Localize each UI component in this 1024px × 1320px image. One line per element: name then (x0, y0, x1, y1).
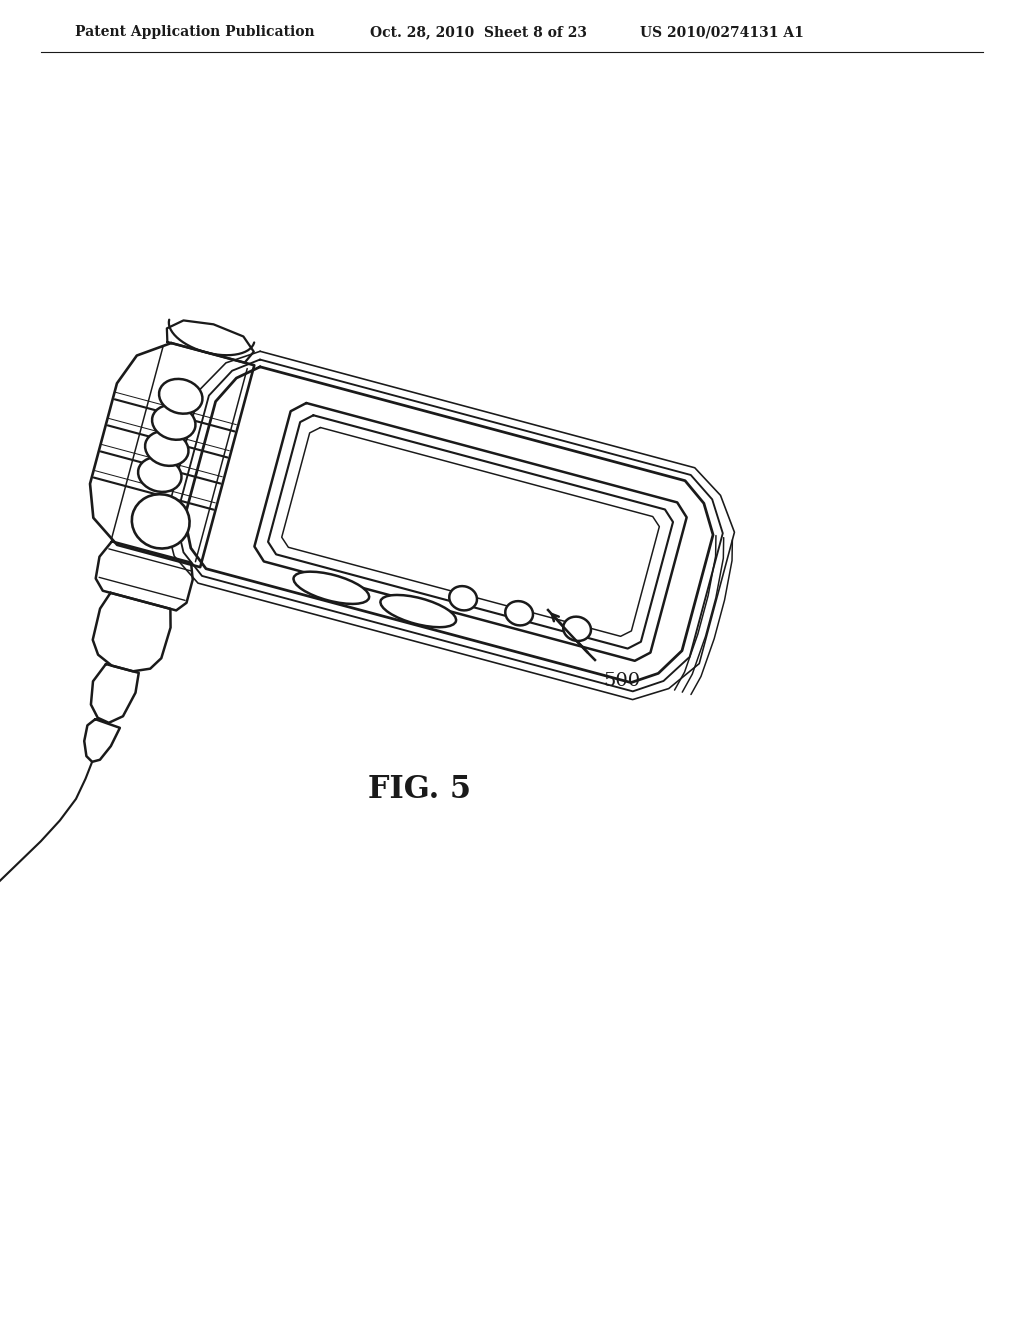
Text: FIG. 5: FIG. 5 (369, 775, 471, 805)
Polygon shape (167, 321, 254, 363)
Polygon shape (93, 593, 171, 672)
Ellipse shape (132, 494, 189, 549)
Polygon shape (91, 664, 138, 723)
Ellipse shape (138, 457, 181, 492)
Polygon shape (90, 343, 254, 568)
Polygon shape (165, 351, 734, 700)
Text: 500: 500 (603, 672, 640, 690)
Polygon shape (176, 359, 723, 692)
Polygon shape (254, 403, 687, 661)
Polygon shape (184, 367, 713, 682)
Ellipse shape (294, 572, 369, 605)
Ellipse shape (153, 405, 196, 440)
Polygon shape (268, 416, 673, 648)
Text: Oct. 28, 2010  Sheet 8 of 23: Oct. 28, 2010 Sheet 8 of 23 (370, 25, 587, 40)
Ellipse shape (381, 595, 456, 627)
Polygon shape (84, 719, 120, 762)
Text: Patent Application Publication: Patent Application Publication (75, 25, 314, 40)
Text: US 2010/0274131 A1: US 2010/0274131 A1 (640, 25, 804, 40)
Ellipse shape (563, 616, 591, 642)
Ellipse shape (159, 379, 203, 413)
Ellipse shape (505, 601, 534, 626)
Ellipse shape (450, 586, 477, 610)
Ellipse shape (145, 432, 188, 466)
Polygon shape (95, 541, 193, 610)
Polygon shape (282, 428, 659, 636)
